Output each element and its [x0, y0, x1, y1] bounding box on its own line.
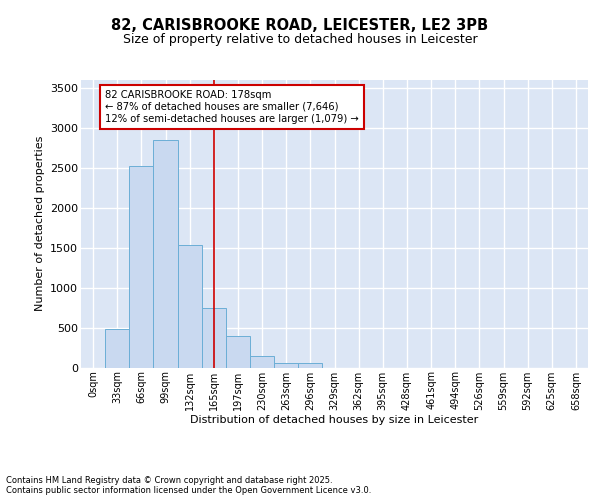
Bar — [226, 336, 250, 368]
Y-axis label: Number of detached properties: Number of detached properties — [35, 136, 44, 312]
Text: Contains HM Land Registry data © Crown copyright and database right 2025.
Contai: Contains HM Land Registry data © Crown c… — [6, 476, 371, 495]
Bar — [105, 329, 129, 368]
X-axis label: Distribution of detached houses by size in Leicester: Distribution of detached houses by size … — [190, 415, 479, 425]
Bar — [250, 356, 274, 368]
Bar — [178, 244, 202, 368]
Text: 82 CARISBROOKE ROAD: 178sqm
← 87% of detached houses are smaller (7,646)
12% of : 82 CARISBROOKE ROAD: 178sqm ← 87% of det… — [105, 90, 359, 124]
Bar — [298, 362, 322, 368]
Text: 82, CARISBROOKE ROAD, LEICESTER, LE2 3PB: 82, CARISBROOKE ROAD, LEICESTER, LE2 3PB — [112, 18, 488, 32]
Text: Size of property relative to detached houses in Leicester: Size of property relative to detached ho… — [122, 32, 478, 46]
Bar — [129, 166, 154, 368]
Bar — [154, 140, 178, 368]
Bar — [202, 308, 226, 368]
Bar — [274, 362, 298, 368]
